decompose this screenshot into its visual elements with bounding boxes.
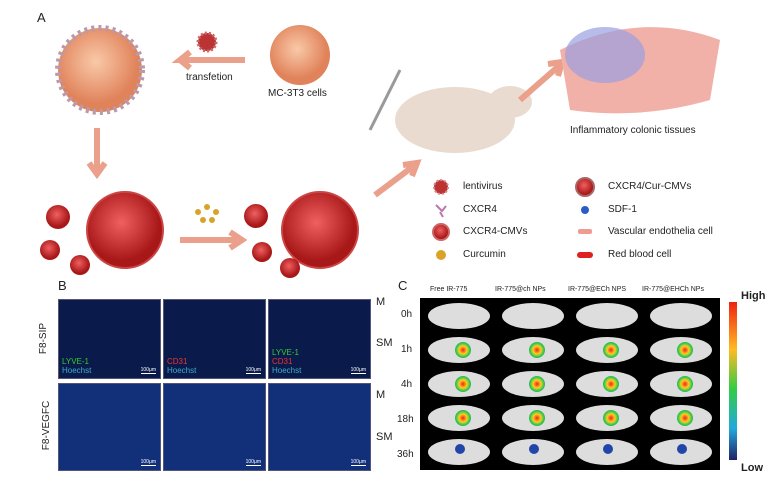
curcumin-dots [195,204,219,223]
row-label-f8-vegfc: F8-VEGFC [41,400,53,451]
fluorescence-spot [455,410,471,426]
layer-sm: SM [376,431,393,443]
lentivirus [196,31,218,53]
row-label-f8-sip: F8-SIP [38,322,50,355]
fluorescence-spot [455,376,471,392]
cmv-group-1 [40,191,164,275]
arrow-target [518,58,567,103]
layer-m: M [376,296,386,308]
fluorescence-spot [529,444,539,454]
mouse-image [502,303,564,329]
mouse-image [650,303,712,329]
legend-endothelial: Vascular endothelia cell [608,226,713,237]
micrograph-sip-cd31: CD31 Hoechst 100μm [163,299,266,379]
fluorescence-spot [455,342,471,358]
fluorescence-spot [603,410,619,426]
micrograph-sip-merge: LYVE-1 CD31 Hoechst 100μm [268,299,371,379]
fluorescence-spot [677,376,693,392]
column-free: Free IR-775 [430,286,468,293]
cell-label: MC-3T3 cells [268,88,327,99]
fluorescence-spot [529,376,545,392]
mc3t3-cell [270,25,330,85]
micrograph-sip-lyve1: LYVE-1 Hoechst 100μm [58,299,161,379]
micrograph-vegfc-merge: 100μm [268,383,371,471]
column-ehch: IR-775@EHCh NPs [642,286,704,293]
fluorescence-spot [455,444,465,454]
transfection-label: transfetion [186,72,233,83]
tissue-label: Inflammatory colonic tissues [570,125,696,136]
fluorescence-spot [603,444,613,454]
arrow-inject [373,159,422,198]
fluorescence-spot [677,410,693,426]
micrograph-vegfc-cd31: 100μm [163,383,266,471]
time-1h: 1h [401,344,413,355]
time-18h: 18h [397,414,414,425]
legend-rbc: Red blood cell [608,249,672,260]
legend-cxcr4-cur-cmvs: CXCR4/Cur-CMVs [608,181,692,192]
panel-a-label: A [37,10,46,25]
fluorescence-spot [677,444,687,454]
fluorescence-spot [603,342,619,358]
layer-sm: SM [376,337,393,349]
arrow-load [180,229,248,251]
colorbar-low: Low [741,462,763,474]
transfected-cell [55,25,145,115]
legend-cxcr4-cmvs: CXCR4-CMVs [463,226,528,237]
time-4h: 4h [401,379,413,390]
time-36h: 36h [397,449,414,460]
cmv-group-2 [244,191,359,278]
mouse [395,87,515,153]
mouse-image [576,303,638,329]
arrow-down [86,128,108,180]
column-ch: IR-775@ch NPs [495,286,546,293]
legend-cxcr4: CXCR4 [463,204,497,215]
micrograph-vegfc-lyve1: 100μm [58,383,161,471]
mouse-image [428,303,490,329]
panel-b-label: B [58,278,67,293]
fluorescence-spot [603,376,619,392]
colorbar [729,302,737,460]
arrow-transfection [171,49,245,71]
syringe [368,69,402,131]
layer-m: M [376,389,386,401]
colorbar-high: High [741,290,766,302]
time-0h: 0h [401,309,413,320]
fluorescence-spot [529,410,545,426]
fluorescence-spot [677,342,693,358]
panel-c-label: C [398,278,408,293]
fluorescence-spot [529,342,545,358]
legend-curcumin: Curcumin [463,249,506,260]
column-ech: IR-775@ECh NPS [568,286,627,293]
legend-icons [432,177,595,260]
legend-lentivirus: lentivirus [463,181,503,192]
legend-sdf1: SDF-1 [608,204,637,215]
